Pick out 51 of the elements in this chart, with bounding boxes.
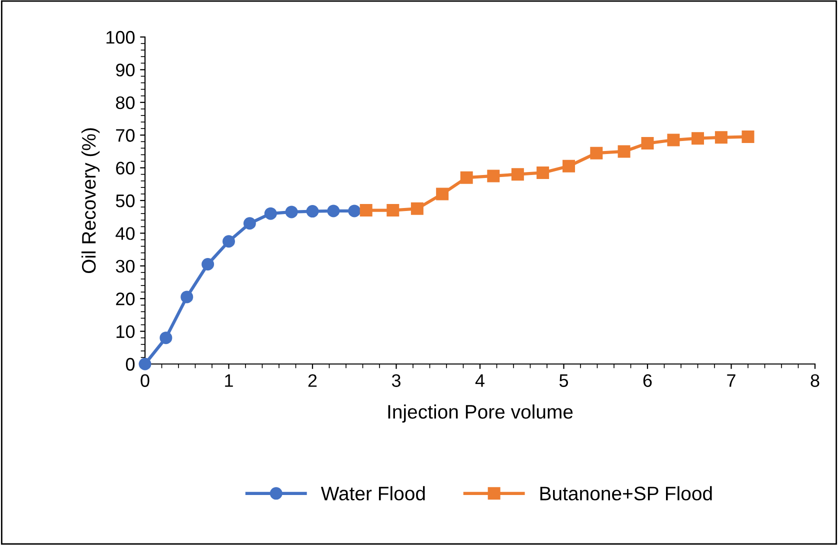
point [692,132,704,145]
point [714,131,728,144]
point [306,205,319,218]
point [590,146,603,160]
legend-label: Butanone+SP Flood [540,486,712,500]
legend-label: Water Flood [320,486,425,500]
x-tick-label: 6 [643,374,652,387]
y-tick-label: 50 [116,194,135,208]
point [410,202,424,215]
point [180,290,194,304]
point [742,130,754,143]
x-axis-title: Injection Pore volume [388,404,573,423]
x-tick-label: 4 [475,374,484,387]
y-tick-label: 20 [116,292,135,306]
point [641,137,654,150]
y-tick-label: 70 [116,129,135,142]
y-tick-label: 10 [116,325,135,338]
x-tick-label: 3 [392,374,400,387]
point [460,171,473,184]
x-tick-label: 8 [810,374,820,387]
x-tick-label: 1 [225,374,233,387]
y-tick-label: 30 [116,260,135,273]
point [562,160,576,172]
point [285,206,298,218]
y-tick-label: 40 [116,227,135,240]
x-tick-label: 5 [559,374,568,387]
y-tick-label: 60 [116,162,135,175]
y-tick-label: 100 [106,30,135,44]
x-tick-label: 7 [727,374,736,387]
point [138,358,152,370]
point [348,204,361,218]
point [264,207,277,220]
point [618,145,630,158]
point [487,170,500,182]
point [667,134,680,146]
point [511,168,524,181]
point [386,204,400,217]
x-tick-label: 0 [140,374,150,387]
point [536,166,550,179]
y-tick-label: 0 [126,358,135,371]
point [160,332,172,344]
y-tick-label: 80 [116,96,135,110]
point [202,258,214,271]
y-tick-label: 90 [116,64,135,76]
point [327,204,340,218]
point [243,217,256,230]
point [436,188,449,200]
point [360,204,372,217]
y-axis-title: Oil Recovery (%) [81,128,100,274]
point [222,235,235,248]
x-tick-label: 2 [308,374,317,387]
